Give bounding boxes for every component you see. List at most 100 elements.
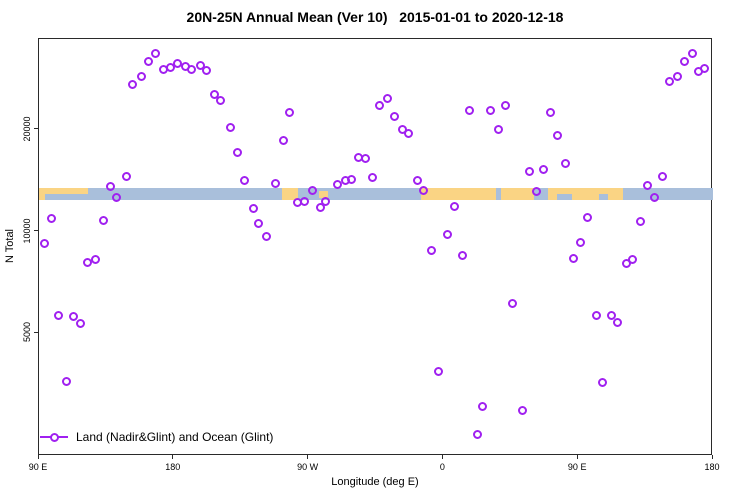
data-point bbox=[426, 246, 436, 256]
data-point bbox=[83, 257, 93, 267]
y-axis-tick-label: 20000 bbox=[22, 116, 32, 142]
data-point bbox=[68, 312, 78, 322]
map-band-ocean-segment bbox=[495, 187, 502, 201]
x-axis-tick-label: 180 bbox=[704, 462, 720, 472]
data-point bbox=[591, 311, 601, 321]
data-point bbox=[278, 136, 288, 146]
map-band-land-segment bbox=[501, 187, 534, 201]
data-point bbox=[442, 229, 452, 239]
x-axis-title: Longitude (deg E) bbox=[331, 476, 419, 488]
data-point bbox=[62, 377, 72, 387]
data-point bbox=[699, 63, 709, 73]
chart-title: 20N-25N Annual Mean (Ver 10) 2015-01-01 … bbox=[186, 9, 564, 25]
y-axis-tick-label: 10000 bbox=[22, 218, 32, 244]
data-point bbox=[598, 377, 608, 387]
data-point bbox=[473, 430, 483, 440]
data-point bbox=[361, 153, 370, 163]
legend-open-circle-icon bbox=[40, 432, 68, 442]
data-point bbox=[137, 72, 147, 82]
data-point bbox=[165, 62, 175, 72]
data-point bbox=[262, 232, 272, 242]
data-point bbox=[560, 159, 570, 169]
legend-circle-icon bbox=[49, 432, 59, 442]
data-point bbox=[383, 94, 393, 104]
data-point bbox=[569, 253, 579, 263]
y-axis-tick-label: 5000 bbox=[22, 322, 32, 343]
plot-area bbox=[38, 38, 713, 455]
data-point bbox=[76, 318, 86, 328]
legend: Land (Nadir&Glint) and Ocean (Glint) bbox=[40, 430, 273, 444]
data-point bbox=[545, 107, 555, 117]
map-band-ocean-segment bbox=[88, 187, 283, 201]
data-point bbox=[403, 129, 413, 139]
data-point bbox=[450, 201, 460, 211]
data-point bbox=[375, 100, 385, 110]
data-point bbox=[434, 367, 444, 377]
data-point bbox=[316, 202, 326, 212]
x-axis-tick-label: 0 bbox=[439, 462, 445, 472]
data-point bbox=[216, 96, 226, 106]
data-point bbox=[307, 186, 317, 196]
data-point bbox=[112, 193, 122, 203]
data-point bbox=[525, 166, 535, 176]
data-point bbox=[232, 147, 242, 157]
data-point bbox=[346, 174, 356, 184]
data-point bbox=[210, 89, 220, 99]
x-axis-tick bbox=[307, 455, 309, 459]
data-point bbox=[91, 255, 101, 265]
data-point bbox=[680, 56, 690, 66]
x-axis-tick-label: 90 E bbox=[567, 462, 587, 472]
map-band-land-segment bbox=[420, 187, 496, 201]
data-point bbox=[477, 402, 487, 412]
map-band-ocean-segment bbox=[557, 194, 573, 201]
map-band-ocean-segment bbox=[44, 194, 89, 201]
data-point bbox=[612, 318, 622, 327]
x-axis-tick bbox=[711, 455, 713, 459]
data-point bbox=[538, 164, 548, 174]
data-point bbox=[195, 61, 205, 71]
data-point bbox=[657, 171, 667, 181]
data-point bbox=[606, 311, 616, 321]
data-point bbox=[457, 250, 467, 260]
data-point bbox=[333, 179, 343, 189]
data-point bbox=[150, 49, 160, 59]
data-point bbox=[628, 255, 638, 265]
data-point bbox=[412, 175, 422, 185]
data-point bbox=[553, 130, 563, 140]
data-point bbox=[248, 204, 258, 214]
legend-label: Land (Nadir&Glint) and Ocean (Glint) bbox=[76, 430, 274, 444]
x-axis-tick-label: 180 bbox=[165, 462, 181, 472]
x-axis-tick bbox=[441, 455, 443, 459]
y-axis-title: N Total bbox=[4, 228, 16, 264]
data-point bbox=[253, 218, 263, 228]
x-axis-tick bbox=[37, 455, 39, 459]
data-point bbox=[202, 66, 212, 76]
data-point bbox=[501, 100, 511, 110]
data-point bbox=[98, 215, 108, 225]
data-point bbox=[390, 112, 400, 122]
x-axis-tick bbox=[576, 455, 578, 459]
x-axis-tick-label: 90 W bbox=[297, 462, 319, 472]
data-point bbox=[226, 123, 236, 133]
data-point bbox=[419, 186, 429, 196]
data-point bbox=[643, 180, 653, 190]
data-point bbox=[299, 196, 309, 206]
data-point bbox=[665, 76, 675, 86]
map-band-ocean-segment bbox=[599, 194, 609, 201]
data-point bbox=[187, 65, 197, 75]
data-point bbox=[53, 311, 63, 321]
data-point bbox=[128, 79, 138, 89]
data-point bbox=[271, 178, 281, 188]
data-point bbox=[583, 213, 593, 223]
y-axis-tick bbox=[34, 128, 38, 130]
data-point bbox=[105, 182, 115, 191]
data-point bbox=[486, 105, 496, 115]
data-point bbox=[367, 172, 377, 182]
map-band-ocean-segment bbox=[298, 187, 421, 201]
map-band-land-segment bbox=[282, 187, 299, 201]
x-axis-tick bbox=[172, 455, 174, 459]
data-point bbox=[635, 217, 645, 227]
data-point bbox=[517, 406, 527, 416]
data-point bbox=[531, 187, 541, 197]
